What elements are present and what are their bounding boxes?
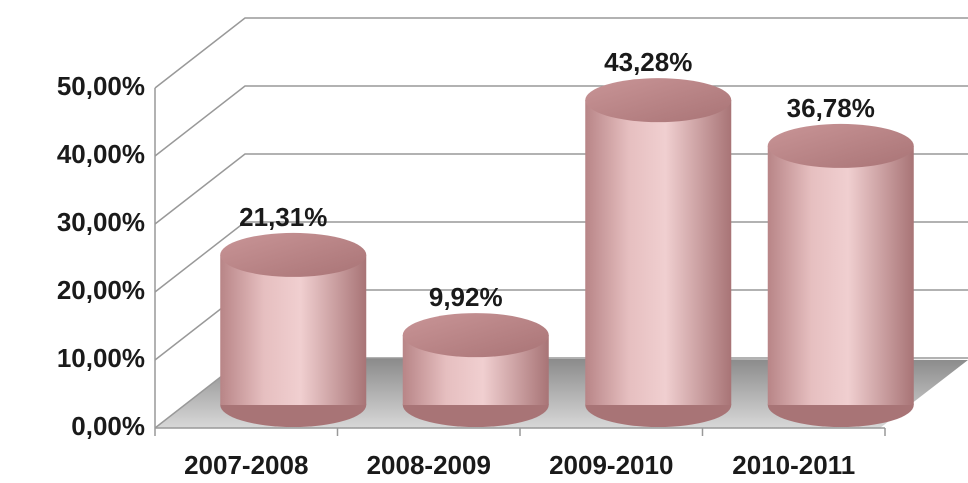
y-tick-label: 0,00% — [71, 411, 145, 441]
value-label: 36,78% — [787, 93, 875, 123]
bar-top — [767, 123, 914, 168]
bar — [585, 100, 732, 406]
x-tick-label: 2008-2009 — [367, 450, 491, 480]
y-tick-label: 50,00% — [57, 71, 145, 101]
x-tick-label: 2007-2008 — [184, 450, 308, 480]
y-tick-label: 40,00% — [57, 139, 145, 169]
bar — [767, 145, 914, 406]
bar-top — [585, 78, 732, 123]
value-label: 21,31% — [239, 202, 327, 232]
value-label: 9,92% — [429, 282, 503, 312]
grid-line — [154, 85, 968, 157]
value-label: 43,28% — [604, 47, 692, 77]
bar-top — [220, 232, 367, 277]
x-tick-label: 2009-2010 — [549, 450, 673, 480]
bar — [220, 254, 367, 405]
bar-top — [402, 313, 549, 358]
y-tick-label: 30,00% — [57, 207, 145, 237]
y-tick-label: 20,00% — [57, 275, 145, 305]
y-tick-label: 10,00% — [57, 343, 145, 373]
x-tick-label: 2010-2011 — [732, 450, 855, 480]
grid-line — [154, 17, 968, 89]
